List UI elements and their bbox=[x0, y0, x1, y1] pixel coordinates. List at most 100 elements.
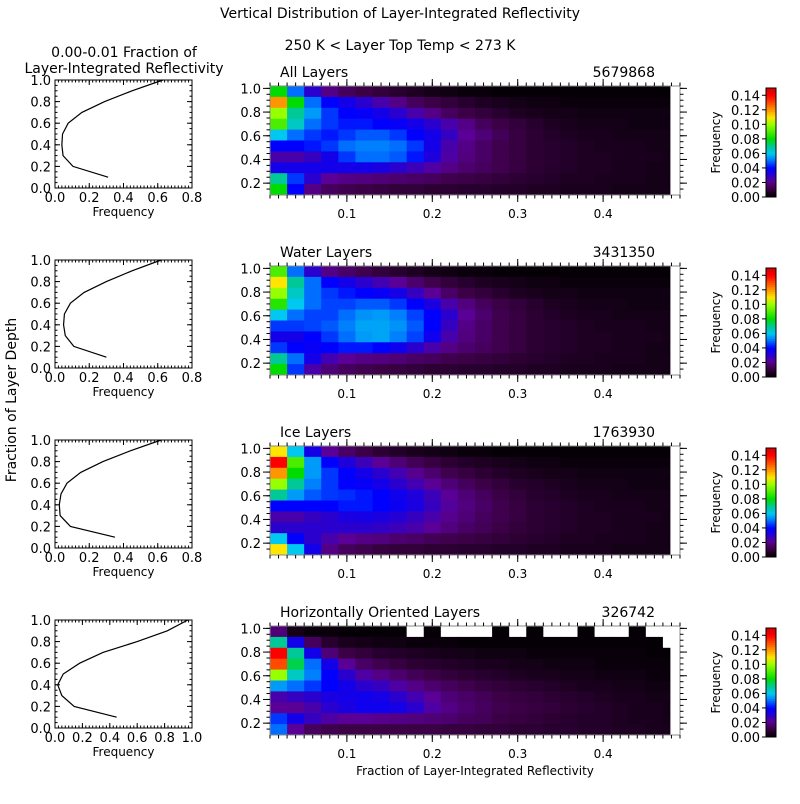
heatmap-cell bbox=[628, 86, 647, 98]
heatmap-cell bbox=[406, 184, 425, 196]
heatmap-cell bbox=[270, 276, 288, 289]
heatmap-cell bbox=[406, 680, 425, 692]
colorbar-segment bbox=[766, 369, 776, 372]
heatmap-cell bbox=[270, 544, 288, 556]
heatmap-cell bbox=[577, 658, 595, 670]
heatmap-cell bbox=[355, 626, 373, 638]
profile-x-tick-label: 0.2 bbox=[79, 551, 100, 566]
heatmap-cell bbox=[543, 724, 561, 736]
colorbar-segment bbox=[766, 153, 776, 156]
heatmap-cell bbox=[560, 489, 578, 501]
heatmap-cell bbox=[645, 353, 664, 365]
heatmap-cell bbox=[440, 309, 459, 321]
heatmap-cell bbox=[594, 702, 613, 714]
heatmap-cell bbox=[577, 364, 595, 376]
heatmap-cell bbox=[611, 446, 630, 458]
heatmap-cell bbox=[406, 86, 425, 98]
heatmap-cell bbox=[509, 342, 527, 354]
heatmap-cell bbox=[338, 680, 356, 692]
colorbar-label: Frequency bbox=[709, 112, 723, 174]
heatmap-cell bbox=[321, 500, 339, 512]
heatmap-y-tick-label: 0.4 bbox=[240, 513, 261, 528]
heatmap-cell bbox=[389, 456, 408, 469]
heatmap-cell bbox=[577, 287, 595, 300]
heatmap-cell bbox=[423, 713, 442, 725]
heatmap-cell bbox=[389, 478, 408, 490]
heatmap-cell bbox=[304, 86, 322, 98]
colorbar-segment bbox=[766, 731, 776, 734]
heatmap-cell bbox=[475, 140, 493, 152]
heatmap-cell bbox=[372, 724, 390, 736]
colorbar-segment bbox=[766, 111, 776, 114]
heatmap-cell bbox=[338, 298, 356, 310]
heatmap-cell bbox=[270, 456, 288, 469]
heatmap-cell bbox=[492, 151, 510, 163]
colorbar-segment bbox=[766, 482, 776, 485]
heatmap-cell bbox=[406, 162, 425, 174]
heatmap-cell bbox=[526, 86, 544, 98]
heatmap-x-tick-label: 0.3 bbox=[508, 387, 527, 401]
colorbar-segment bbox=[766, 458, 776, 462]
heatmap-cell bbox=[423, 86, 442, 98]
colorbar-segment bbox=[766, 547, 776, 551]
heatmap-cell bbox=[662, 533, 671, 545]
heatmap-cell bbox=[457, 478, 476, 490]
heatmap-cell bbox=[475, 626, 493, 638]
heatmap-cell bbox=[560, 107, 578, 120]
heatmap-cell bbox=[440, 626, 459, 638]
colorbar-segment bbox=[766, 104, 776, 107]
heatmap-cell bbox=[338, 151, 356, 163]
colorbar-tick-label: 0.08 bbox=[731, 673, 760, 688]
colorbar-segment bbox=[766, 675, 776, 678]
heatmap-y-tick-label: 0.8 bbox=[240, 286, 261, 301]
heatmap-cell bbox=[355, 446, 373, 458]
profile-y-tick-label: 1.0 bbox=[30, 614, 51, 629]
heatmap-cell bbox=[355, 118, 373, 130]
heatmap-cell bbox=[594, 467, 613, 480]
heatmap-cell bbox=[475, 702, 493, 714]
colorbar-segment bbox=[766, 269, 776, 273]
heatmap-cell bbox=[526, 724, 544, 736]
heatmap-cell bbox=[423, 309, 442, 321]
heatmap-cell bbox=[372, 140, 390, 152]
heatmap-cell bbox=[423, 680, 442, 692]
heatmap-cell bbox=[509, 364, 527, 376]
heatmap-cell bbox=[543, 86, 561, 98]
heatmap-cell bbox=[389, 287, 408, 300]
heatmap-cell bbox=[287, 522, 305, 534]
heatmap-cell bbox=[475, 173, 493, 185]
heatmap-cell bbox=[457, 298, 476, 310]
heatmap-cell bbox=[304, 353, 322, 365]
heatmap-cell bbox=[406, 140, 425, 152]
colorbar-segment bbox=[766, 706, 776, 709]
colorbar-segment bbox=[766, 460, 776, 463]
heatmap-cell bbox=[423, 724, 442, 736]
heatmap-x-tick-label: 0.4 bbox=[594, 207, 613, 221]
heatmap-cell bbox=[423, 129, 442, 141]
profile-line bbox=[58, 439, 162, 538]
heatmap-cell bbox=[338, 500, 356, 512]
heatmap-cell bbox=[543, 533, 561, 545]
panel-water-layers: 0.0 0.2 0.4 0.6 0.8 1.0 0.0 0.2 0.4 0.6 0.8 Frequen… bbox=[30, 245, 777, 401]
heatmap-cell bbox=[406, 456, 425, 469]
colorbar-segment bbox=[766, 117, 776, 120]
heatmap-cell bbox=[492, 691, 510, 703]
heatmap-y-tick-label: 1.0 bbox=[240, 82, 261, 97]
heatmap-cell bbox=[526, 478, 544, 490]
heatmap-cell bbox=[475, 320, 493, 332]
heatmap-cell bbox=[475, 342, 493, 354]
heatmap-cell bbox=[475, 544, 493, 556]
heatmap-cell bbox=[287, 533, 305, 545]
heatmap-cell bbox=[645, 724, 664, 736]
colorbar-segment bbox=[766, 180, 776, 183]
colorbar-segment bbox=[766, 555, 776, 558]
colorbar-tick-label: 0.06 bbox=[731, 327, 760, 342]
colorbar-tick-label: 0.00 bbox=[731, 191, 760, 206]
heatmap-cell bbox=[457, 140, 476, 152]
heatmap-cell bbox=[560, 173, 578, 185]
heatmap-cell bbox=[577, 309, 595, 321]
heatmap-cell bbox=[509, 151, 527, 163]
heatmap-cell bbox=[594, 680, 613, 692]
heatmap-cell bbox=[457, 647, 476, 660]
colorbar-segment bbox=[766, 684, 776, 687]
